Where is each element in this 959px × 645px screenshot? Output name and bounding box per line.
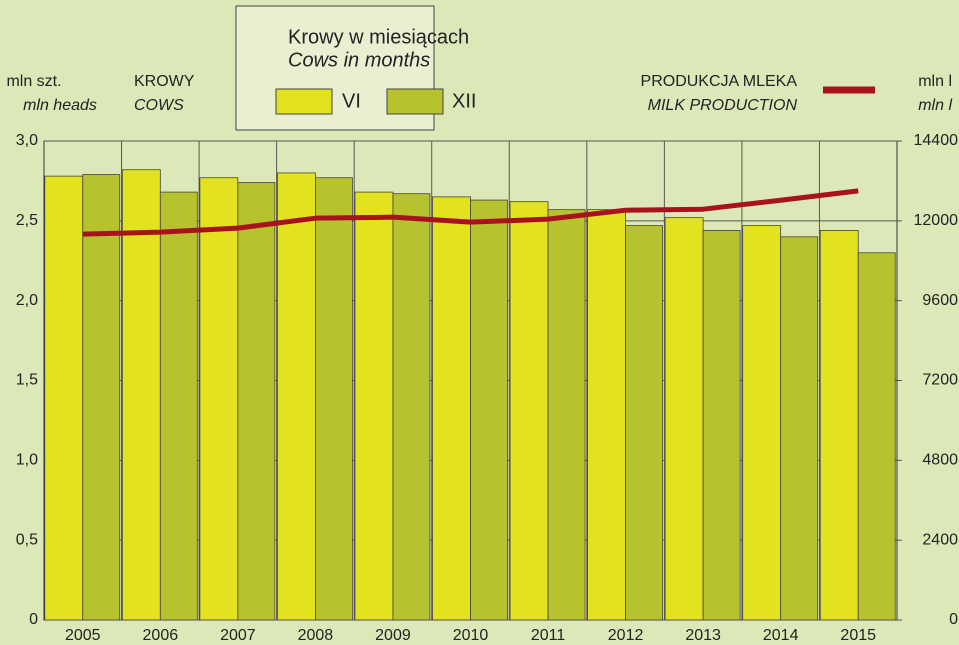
legend-swatch [386, 88, 444, 115]
bar [664, 217, 704, 621]
bar [392, 193, 431, 621]
x-tick-label: 2013 [685, 627, 721, 644]
x-tick-label: 2005 [65, 627, 101, 644]
bar [237, 182, 276, 621]
y-tick-label: 1,0 [16, 452, 38, 469]
x-tick-label: 2008 [298, 627, 334, 644]
y-tick-label: 0,5 [16, 531, 38, 548]
bar [44, 175, 84, 621]
legend-title: Krowy w miesiącach [288, 26, 469, 48]
bar [587, 209, 626, 621]
y2-tick-label: 2400 [922, 531, 958, 548]
bar [857, 252, 896, 621]
bar [199, 177, 239, 621]
y2-label-en: MILK PRODUCTION [648, 97, 798, 114]
bar [354, 191, 394, 621]
bar [742, 225, 782, 621]
y-tick-label: 2,5 [16, 212, 38, 229]
x-tick-label: 2006 [143, 627, 179, 644]
milk-line [82, 188, 859, 237]
y2-tick-label: 0 [949, 611, 958, 628]
x-tick-label: 2014 [763, 627, 799, 644]
y-tick-label: 0 [29, 611, 38, 628]
bar [315, 177, 353, 621]
bar [819, 230, 859, 621]
bar [159, 191, 198, 621]
y2-unit: mln l [918, 73, 952, 90]
bar [702, 230, 741, 621]
y-label: KROWY [134, 73, 195, 90]
bar [625, 225, 663, 621]
y2-tick-label: 7200 [922, 372, 958, 389]
bar [470, 199, 508, 621]
legend-label: XII [452, 90, 476, 112]
x-tick-label: 2010 [453, 627, 489, 644]
y-tick-label: 1,5 [16, 372, 38, 389]
x-tick-label: 2007 [220, 627, 256, 644]
y2-label: PRODUKCJA MLEKA [641, 73, 798, 90]
y-tick-label: 3,0 [16, 132, 38, 149]
y-unit-en: mln heads [23, 97, 97, 114]
bar [432, 196, 471, 621]
bar [547, 209, 586, 621]
bar [82, 174, 121, 621]
x-tick-label: 2009 [375, 627, 411, 644]
bar [277, 172, 316, 621]
x-tick-label: 2011 [531, 627, 566, 644]
bar [121, 169, 161, 621]
x-tick-label: 2012 [608, 627, 644, 644]
bar [509, 201, 549, 621]
y2-tick-label: 12000 [914, 212, 959, 229]
y-label-en: COWS [134, 97, 184, 114]
y2-tick-label: 4800 [922, 452, 958, 469]
y2-tick-label: 9600 [922, 292, 958, 309]
legend-label: VI [342, 90, 361, 112]
x-tick-label: 2015 [840, 627, 876, 644]
bar [780, 236, 819, 621]
y-unit: mln szt. [6, 73, 61, 90]
legend-title-en: Cows in months [288, 49, 430, 71]
legend-swatch [275, 88, 333, 115]
y2-unit-en: mln l [918, 97, 952, 114]
y-tick-label: 2,0 [16, 292, 38, 309]
y2-tick-label: 14400 [914, 132, 959, 149]
